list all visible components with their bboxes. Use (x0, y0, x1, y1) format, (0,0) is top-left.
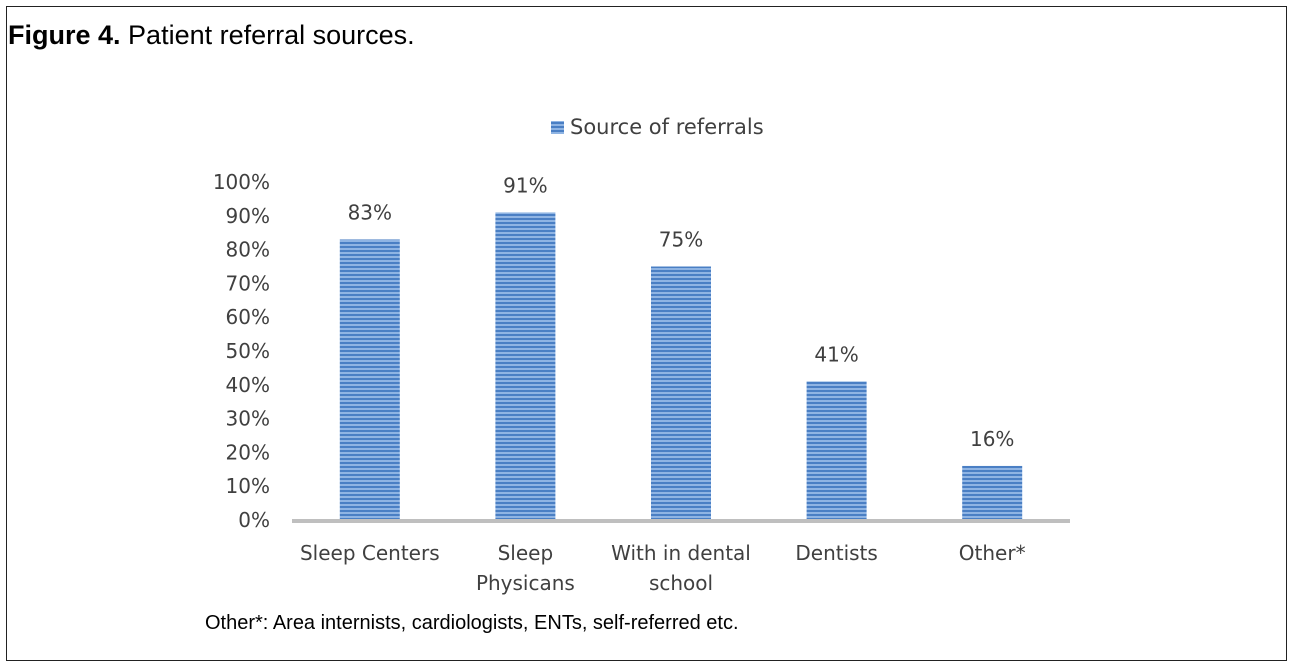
y-tick-label: 40% (226, 373, 270, 397)
bar (962, 465, 1023, 520)
y-tick-label: 50% (226, 339, 270, 363)
legend-swatch (551, 121, 564, 134)
legend-label: Source of referrals (570, 115, 764, 139)
x-tick-label: With in dental (611, 541, 751, 565)
x-tick-label: school (649, 571, 713, 595)
y-tick-label: 10% (226, 474, 270, 498)
y-tick-label: 100% (213, 170, 270, 194)
figure-label: Figure 4. (8, 20, 121, 50)
figure-title: Patient referral sources. (128, 20, 415, 50)
y-tick-label: 0% (238, 508, 270, 532)
y-tick-label: 20% (226, 440, 270, 464)
x-tick-label: Sleep (498, 541, 554, 565)
data-label: 91% (503, 173, 547, 197)
data-label: 41% (814, 342, 858, 366)
x-tick-label: Dentists (795, 541, 877, 565)
data-label: 16% (970, 427, 1014, 451)
figure-caption: Figure 4. Patient referral sources. (8, 20, 415, 51)
bars (339, 212, 1023, 521)
x-axis-ticks: Sleep Centers Sleep Physicans With in denta… (300, 541, 1026, 595)
y-tick-label: 80% (226, 238, 270, 262)
data-labels: 83% 91% 75% 41% 16% (348, 173, 1015, 451)
bar (651, 266, 711, 520)
bar (495, 212, 556, 521)
y-tick-label: 90% (226, 204, 270, 228)
x-tick-label: Physicans (476, 571, 575, 595)
footnote: Other*: Area internists, cardiologists, … (205, 612, 739, 634)
y-tick-label: 70% (226, 271, 270, 295)
data-label: 83% (348, 200, 392, 224)
y-tick-label: 60% (226, 305, 270, 329)
x-tick-label: Sleep Centers (300, 541, 440, 565)
bar (339, 239, 400, 520)
y-axis-ticks: 0% 10% 20% 30% 40% 50% 60% 70% 80% 90% 100% (213, 170, 270, 532)
chart-legend: Source of referrals (551, 115, 764, 139)
x-tick-label: Other* (959, 541, 1026, 565)
data-label: 75% (659, 228, 703, 252)
figure-frame (6, 6, 1287, 661)
y-tick-label: 30% (226, 407, 270, 431)
bar (806, 381, 867, 520)
